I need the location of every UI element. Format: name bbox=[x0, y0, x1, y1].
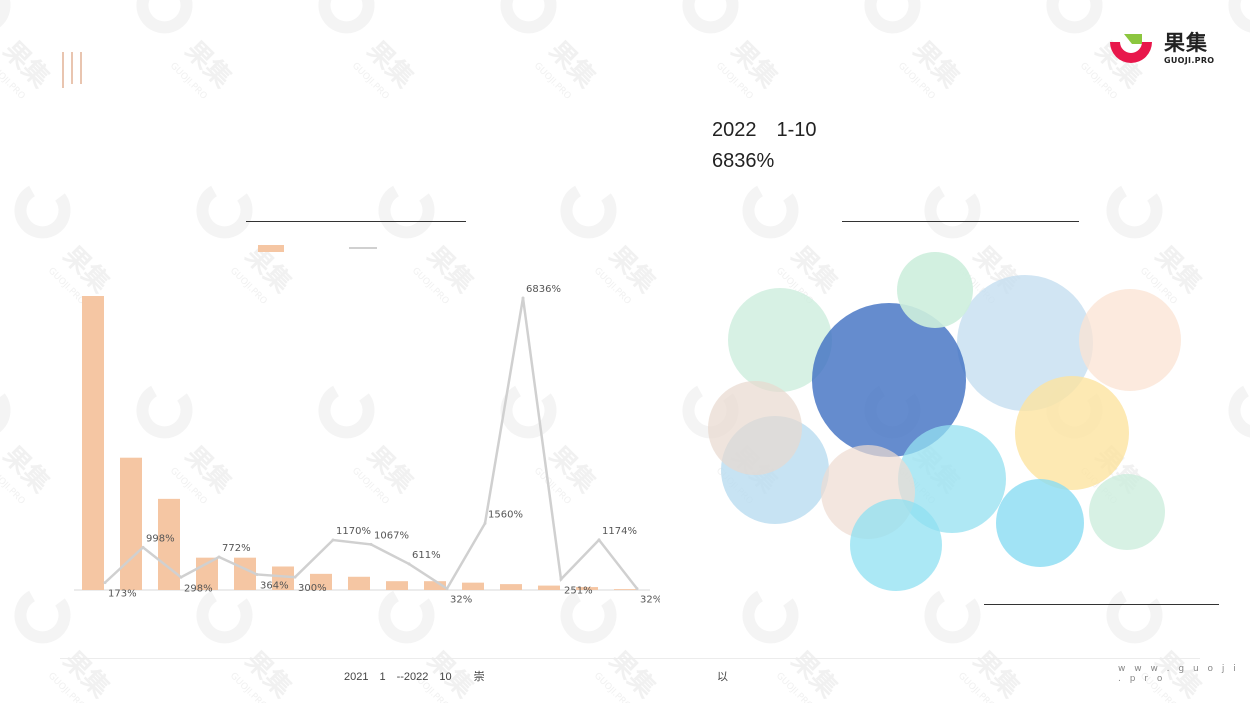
data-label: 6836% bbox=[526, 284, 561, 295]
line-point bbox=[331, 538, 335, 542]
brand-sub: GUOJI.PRO bbox=[1164, 56, 1215, 65]
bubble bbox=[812, 303, 966, 457]
brand-logo-icon bbox=[1110, 34, 1152, 63]
bar bbox=[158, 498, 180, 590]
bubble bbox=[728, 288, 832, 392]
watermark-subtext: GUOJI.PRO bbox=[592, 671, 633, 703]
line-point bbox=[255, 572, 259, 576]
watermark-text: 果集 bbox=[239, 645, 298, 703]
watermark-subtext: GUOJI.PRO bbox=[350, 61, 391, 102]
chart-title-rule bbox=[246, 221, 466, 222]
watermark-text: 果集 bbox=[967, 645, 1026, 703]
line-point bbox=[407, 562, 411, 566]
headline-period: 2022 1-10 bbox=[712, 119, 817, 141]
bar bbox=[576, 587, 598, 590]
data-label: 998% bbox=[146, 533, 175, 544]
watermark-text: 果集 bbox=[907, 35, 966, 94]
bubble bbox=[850, 499, 942, 591]
data-label: 32% bbox=[640, 595, 660, 606]
bubble-cluster bbox=[708, 252, 1181, 591]
bubble bbox=[1079, 289, 1181, 391]
footer-note: 以 bbox=[717, 671, 728, 683]
data-label: 251% bbox=[564, 585, 593, 596]
bubble-caption-rule bbox=[984, 604, 1219, 605]
line-point bbox=[597, 538, 601, 542]
line-point bbox=[635, 587, 639, 591]
watermark-subtext: GUOJI.PRO bbox=[0, 466, 27, 507]
line-point bbox=[445, 587, 449, 591]
data-label: 611% bbox=[412, 550, 441, 561]
bubble bbox=[1089, 474, 1165, 550]
watermark-text: 果集 bbox=[0, 440, 56, 499]
data-label: 772% bbox=[222, 543, 251, 554]
bubble bbox=[708, 381, 802, 475]
bar bbox=[348, 576, 370, 590]
data-label: 1174% bbox=[602, 526, 637, 537]
bubble bbox=[957, 275, 1093, 411]
bar bbox=[614, 589, 636, 590]
watermark-text: 果集 bbox=[57, 645, 116, 703]
bar bbox=[538, 585, 560, 590]
line-point bbox=[293, 575, 297, 579]
watermark-subtext: GUOJI.PRO bbox=[168, 61, 209, 102]
line-point bbox=[217, 555, 221, 559]
footer-rule bbox=[60, 658, 1200, 659]
line-point bbox=[369, 542, 373, 546]
bubble-title-rule bbox=[842, 221, 1079, 222]
watermark-subtext: GUOJI.PRO bbox=[46, 671, 87, 703]
data-label: 364% bbox=[260, 580, 289, 591]
bar-line-chart: 173% 998% 298% 772% 364% 300% 1170% 1067%611% 32… bbox=[74, 284, 660, 606]
watermark-text: 果集 bbox=[179, 35, 238, 94]
brand-name: 果集 bbox=[1164, 31, 1208, 55]
data-label: 1170% bbox=[336, 526, 371, 537]
watermark-text: 果集 bbox=[785, 645, 844, 703]
line-point bbox=[483, 521, 487, 525]
watermark-subtext: GUOJI.PRO bbox=[896, 61, 937, 102]
watermark-subtext: GUOJI.PRO bbox=[0, 61, 27, 102]
line-point bbox=[559, 577, 563, 581]
brand-url: w w w . g u o j i . p r o bbox=[1118, 664, 1239, 684]
bar bbox=[386, 581, 408, 590]
watermark-subtext: GUOJI.PRO bbox=[774, 671, 815, 703]
bar bbox=[310, 573, 332, 590]
headline-growth: 6836% bbox=[712, 150, 775, 172]
watermark-text: 果集 bbox=[361, 35, 420, 94]
data-label: 298% bbox=[184, 583, 213, 594]
bubble bbox=[1015, 376, 1129, 490]
line-point bbox=[521, 296, 525, 300]
footer-source: 2021 1 --2022 10 崇 bbox=[344, 671, 485, 683]
data-label: 32% bbox=[450, 595, 472, 606]
bar bbox=[500, 584, 522, 590]
bar bbox=[462, 582, 484, 590]
line-point bbox=[141, 545, 145, 549]
watermark-subtext: GUOJI.PRO bbox=[714, 61, 755, 102]
bubble bbox=[898, 425, 1006, 533]
legend-bar-swatch bbox=[258, 245, 284, 252]
watermark-subtext: GUOJI.PRO bbox=[956, 671, 997, 703]
watermark-text: 果集 bbox=[543, 35, 602, 94]
legend-line-swatch bbox=[349, 247, 377, 249]
brand-logo: 果集 GUOJI.PRO bbox=[1106, 30, 1216, 72]
bubble bbox=[996, 479, 1084, 567]
watermark-text: 果集 bbox=[0, 35, 56, 94]
watermark-text: 果集 bbox=[725, 35, 784, 94]
bar bbox=[424, 581, 446, 590]
bubble bbox=[897, 252, 973, 328]
line-point bbox=[179, 575, 183, 579]
line-point bbox=[103, 581, 107, 585]
bar bbox=[272, 566, 294, 590]
bar bbox=[120, 457, 142, 590]
data-label: 173% bbox=[108, 589, 137, 600]
data-label: 1067% bbox=[374, 530, 409, 541]
bar bbox=[82, 296, 104, 590]
title-decoration bbox=[62, 52, 82, 88]
data-label: 1560% bbox=[488, 509, 523, 520]
watermark-subtext: GUOJI.PRO bbox=[228, 671, 269, 703]
watermark-subtext: GUOJI.PRO bbox=[532, 61, 573, 102]
data-label: 300% bbox=[298, 583, 327, 594]
watermark-text: 果集 bbox=[603, 645, 662, 703]
